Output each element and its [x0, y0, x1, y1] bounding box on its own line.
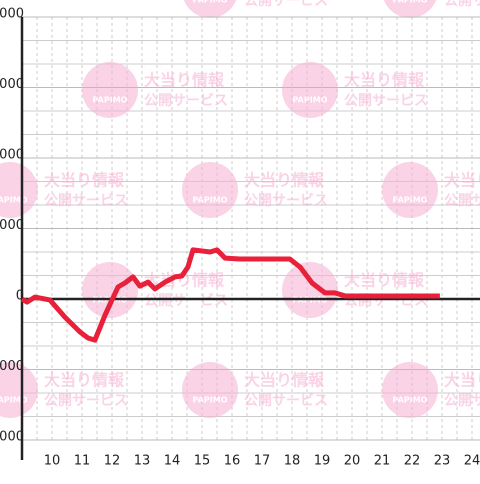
- watermark-text: 大当り情報: [244, 371, 325, 390]
- y-tick-label: 6,000: [0, 148, 24, 163]
- watermark-text: 公開サービス: [44, 393, 128, 409]
- x-tick-label: 19: [314, 454, 331, 469]
- x-tick-label: 24: [464, 454, 480, 469]
- y-tick-label: -6,000: [0, 430, 24, 445]
- x-tick-label: 23: [434, 454, 451, 469]
- watermark-text: 大当り情報: [344, 271, 425, 290]
- y-tick-label: 0: [16, 289, 24, 304]
- watermark-text: 大当り情報: [444, 371, 480, 390]
- watermark-logo: PAPIMO: [93, 96, 128, 105]
- x-tick-label: 11: [74, 454, 91, 469]
- watermark-logo: PAPIMO: [293, 96, 328, 105]
- x-tick-label: 12: [104, 454, 121, 469]
- watermark-circle: [383, 0, 437, 18]
- watermark-circle: [0, 362, 38, 418]
- watermark-circle: [382, 162, 438, 218]
- y-tick-label: 3,000: [0, 218, 24, 233]
- watermark-logo: PAPIMO: [0, 196, 28, 205]
- x-tick-label: 15: [194, 454, 211, 469]
- watermark-circle: [282, 62, 338, 118]
- watermark-logo: PAPIMO: [193, 0, 228, 5]
- x-tick-label: 13: [134, 454, 151, 469]
- watermark-text: 大当り情報: [144, 71, 225, 90]
- line: [20, 247, 440, 343]
- x-tick-label: 21: [374, 454, 391, 469]
- watermark-text: 大当り情報: [444, 171, 480, 190]
- watermark-logo: PAPIMO: [393, 0, 428, 5]
- watermark-circle: [0, 162, 38, 218]
- y-tick-label: 9,000: [0, 77, 24, 92]
- watermark-logo: PAPIMO: [193, 196, 228, 205]
- watermark-circle: [382, 362, 438, 418]
- x-tick-label: 14: [164, 454, 181, 469]
- watermark-text: 公開サービス: [344, 93, 428, 109]
- watermark-logo: PAPIMO: [193, 396, 228, 405]
- x-tick-label: 22: [404, 454, 421, 469]
- watermark-circle: [282, 262, 338, 318]
- watermarks: PAPIMO大当り情報公開サービスPAPIMO大当り情報公開サービスPAPIMO…: [0, 0, 480, 418]
- watermark-text: 大当り情報: [244, 171, 325, 190]
- watermark-text: 大当り情報: [44, 171, 125, 190]
- watermark-text: 公開サービス: [244, 193, 328, 209]
- x-tick-label: 16: [224, 454, 241, 469]
- watermark-text: 公開サービス: [444, 393, 480, 409]
- watermark-logo: PAPIMO: [393, 396, 428, 405]
- watermark-circle: [82, 62, 138, 118]
- watermark-circle: [183, 0, 237, 18]
- watermark-circle: [182, 362, 238, 418]
- watermark-text: 公開サービス: [44, 193, 128, 209]
- plot: -6,000 -3,000 0 3,000 6,000 9,000 12,000 10 11 12…: [0, 7, 480, 469]
- y-tick-label: -3,000: [0, 359, 24, 374]
- watermark-text: 大当り情報: [44, 371, 125, 390]
- x-tick-label: 18: [284, 454, 301, 469]
- watermark-circle: [82, 262, 138, 318]
- watermark-text: 公開サービス: [144, 293, 228, 309]
- y-tick-label: 12,000: [0, 7, 24, 22]
- watermark-text: 公開サービス: [244, 0, 328, 9]
- watermark-logo: PAPIMO: [393, 196, 428, 205]
- watermark-circle: [182, 162, 238, 218]
- watermark-logo: PAPIMO: [0, 396, 28, 405]
- x-tick-label: 10: [44, 454, 61, 469]
- x-tick-label: 20: [344, 454, 361, 469]
- watermark-text: 公開サービス: [144, 93, 228, 109]
- watermark-text: 公開サービス: [444, 193, 480, 209]
- watermark-text: 大当り情報: [344, 71, 425, 90]
- watermark-text: 公開サービス: [244, 393, 328, 409]
- x-tick-label: 17: [254, 454, 271, 469]
- watermark-text: 公開サービス: [444, 0, 480, 9]
